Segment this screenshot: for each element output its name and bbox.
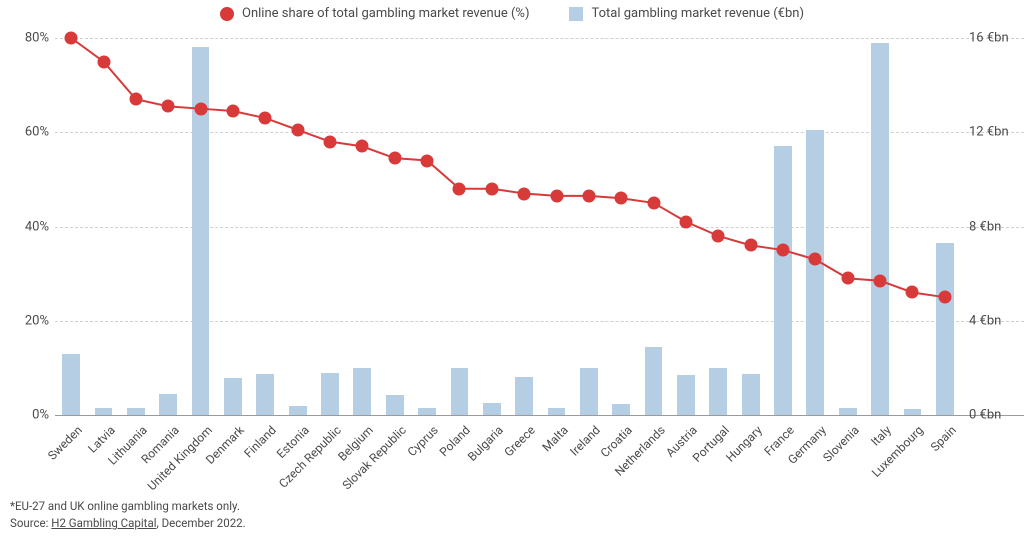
data-point (97, 55, 110, 68)
data-point (874, 274, 887, 287)
data-point (162, 100, 175, 113)
source-prefix: Source: (10, 516, 51, 530)
data-point (226, 105, 239, 118)
data-point (129, 93, 142, 106)
source-link[interactable]: H2 Gambling Capital (51, 516, 156, 530)
y-left-tick-label: 40% (4, 219, 49, 234)
data-point (550, 189, 563, 202)
gridline (55, 38, 1024, 39)
data-point (906, 286, 919, 299)
y-left-tick-label: 80% (4, 31, 49, 46)
bar (677, 375, 695, 415)
bar (548, 408, 566, 415)
data-point (324, 135, 337, 148)
data-point (65, 32, 78, 45)
y-left-tick-label: 60% (4, 125, 49, 140)
y-right-tick-label: 4 €bn (969, 313, 1001, 328)
source-suffix: , December 2022. (157, 516, 246, 530)
y-right-tick-label: 16 €bn (969, 31, 1009, 46)
chart-footer: *EU-27 and UK online gambling markets on… (10, 498, 246, 533)
bar (159, 394, 177, 415)
bar (839, 408, 857, 415)
legend-line-label: Online share of total gambling market re… (242, 6, 529, 21)
data-point (291, 123, 304, 136)
bar (289, 406, 307, 415)
bar (256, 374, 274, 415)
bar (62, 354, 80, 415)
gambling-market-chart: Online share of total gambling market re… (0, 0, 1024, 536)
data-point (485, 182, 498, 195)
data-point (679, 215, 692, 228)
bar (612, 404, 630, 415)
bar (515, 377, 533, 415)
data-point (582, 189, 595, 202)
data-point (938, 291, 951, 304)
y-left-tick-label: 0% (4, 408, 49, 423)
square-icon (569, 7, 583, 21)
bar (321, 373, 339, 415)
bar (580, 368, 598, 415)
circle-icon (220, 7, 234, 21)
data-point (259, 112, 272, 125)
bar (742, 374, 760, 415)
bar (353, 368, 371, 415)
data-point (777, 244, 790, 257)
bar (904, 409, 922, 415)
y-left-tick-label: 20% (4, 313, 49, 328)
data-point (421, 154, 434, 167)
bar (709, 368, 727, 415)
bar (871, 43, 889, 415)
y-right-tick-label: 8 €bn (969, 219, 1001, 234)
data-point (388, 152, 401, 165)
legend-bar-series: Total gambling market revenue (€bn) (569, 6, 804, 21)
footnote-line2: Source: H2 Gambling Capital, December 20… (10, 515, 246, 532)
bar (806, 130, 824, 415)
data-point (615, 192, 628, 205)
plot-area: 0%0 €bn20%4 €bn40%8 €bn60%12 €bn80%16 €b… (55, 38, 1024, 415)
data-point (647, 196, 660, 209)
data-point (453, 182, 466, 195)
bar (936, 243, 954, 415)
gridline (55, 415, 1024, 416)
data-point (841, 272, 854, 285)
y-right-tick-label: 12 €bn (969, 125, 1009, 140)
bar (483, 403, 501, 415)
legend-bar-label: Total gambling market revenue (€bn) (591, 6, 804, 21)
y-right-tick-label: 0 €bn (969, 408, 1001, 423)
bar (127, 408, 145, 415)
legend: Online share of total gambling market re… (0, 0, 1024, 21)
bar (451, 368, 469, 415)
footnote-line1: *EU-27 and UK online gambling markets on… (10, 498, 246, 515)
bar (386, 395, 404, 415)
bar (774, 146, 792, 415)
data-point (712, 229, 725, 242)
data-point (809, 253, 822, 266)
legend-line-series: Online share of total gambling market re… (220, 6, 529, 21)
bar (95, 408, 113, 415)
bar (224, 378, 242, 415)
data-point (744, 239, 757, 252)
data-point (518, 187, 531, 200)
data-point (194, 102, 207, 115)
bar (645, 347, 663, 415)
data-point (356, 140, 369, 153)
bar (418, 408, 436, 415)
